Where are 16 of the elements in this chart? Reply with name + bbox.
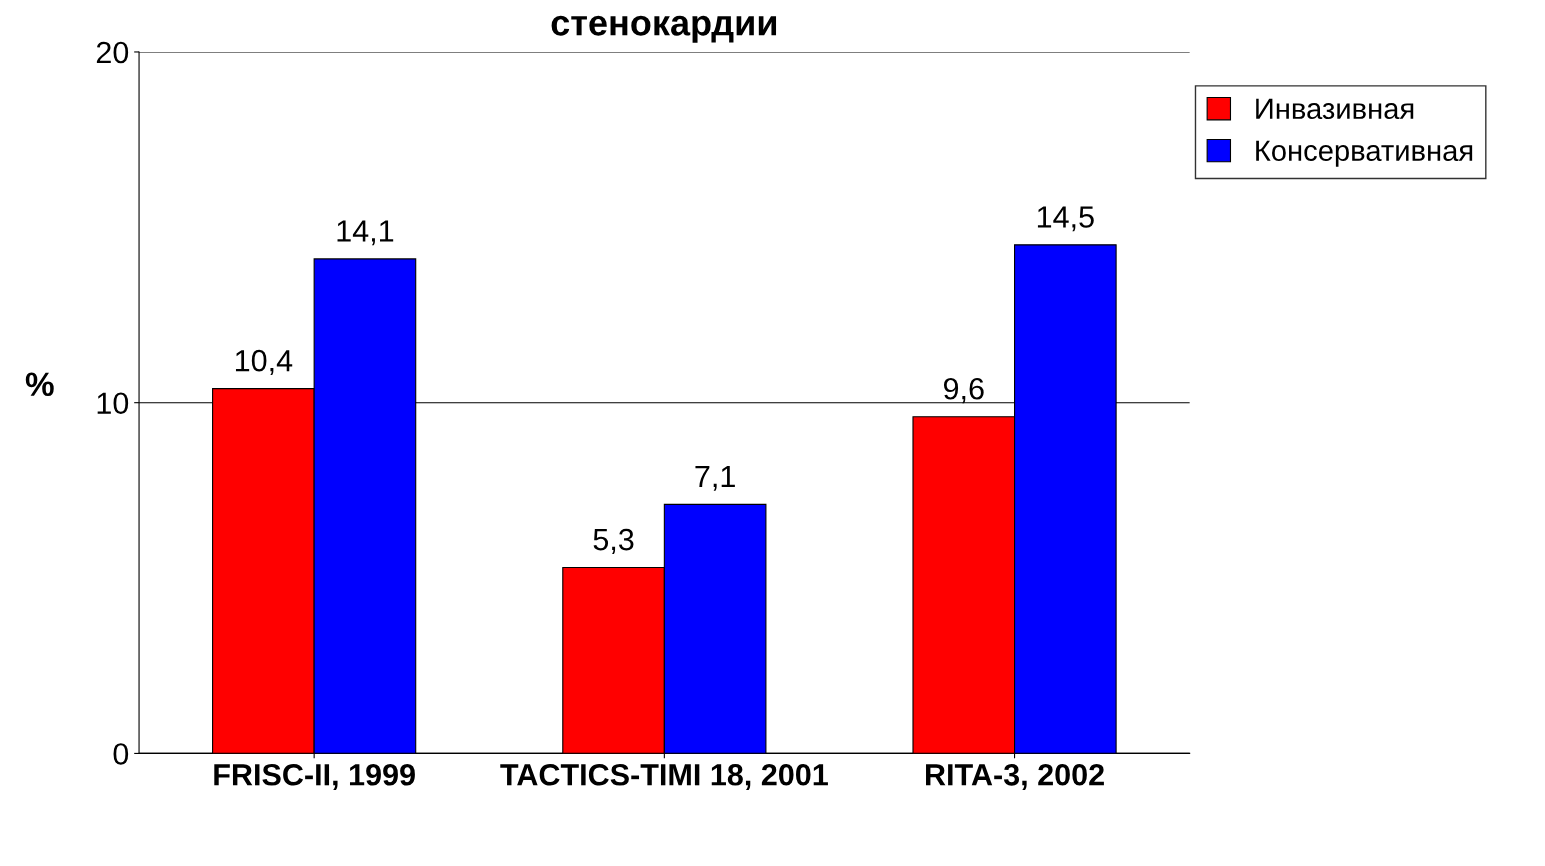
y-axis-title: % [25,372,54,397]
x-tick-label: RITA-3, 2002 [926,763,1104,791]
y-tick-label: 20 [96,41,129,64]
x-tick-label: FRISC-II, 1999 [214,763,415,791]
legend-label: Инвазивная [1256,98,1414,120]
y-tick-label: 0 [113,743,129,765]
data-label: 7,1 [695,465,735,491]
legend-label: Консервативная [1256,140,1473,167]
data-label: 9,6 [943,377,984,404]
chart-title: стенокардии [551,15,777,43]
data-label: 14,5 [1037,206,1094,232]
data-label: 14,1 [337,220,394,246]
data-label: 5,3 [593,528,634,554]
x-tick-label: TACTICS-TIMI 18, 2001 [500,763,828,791]
data-label: 10,4 [235,349,293,376]
y-tick-label: 10 [97,392,129,415]
